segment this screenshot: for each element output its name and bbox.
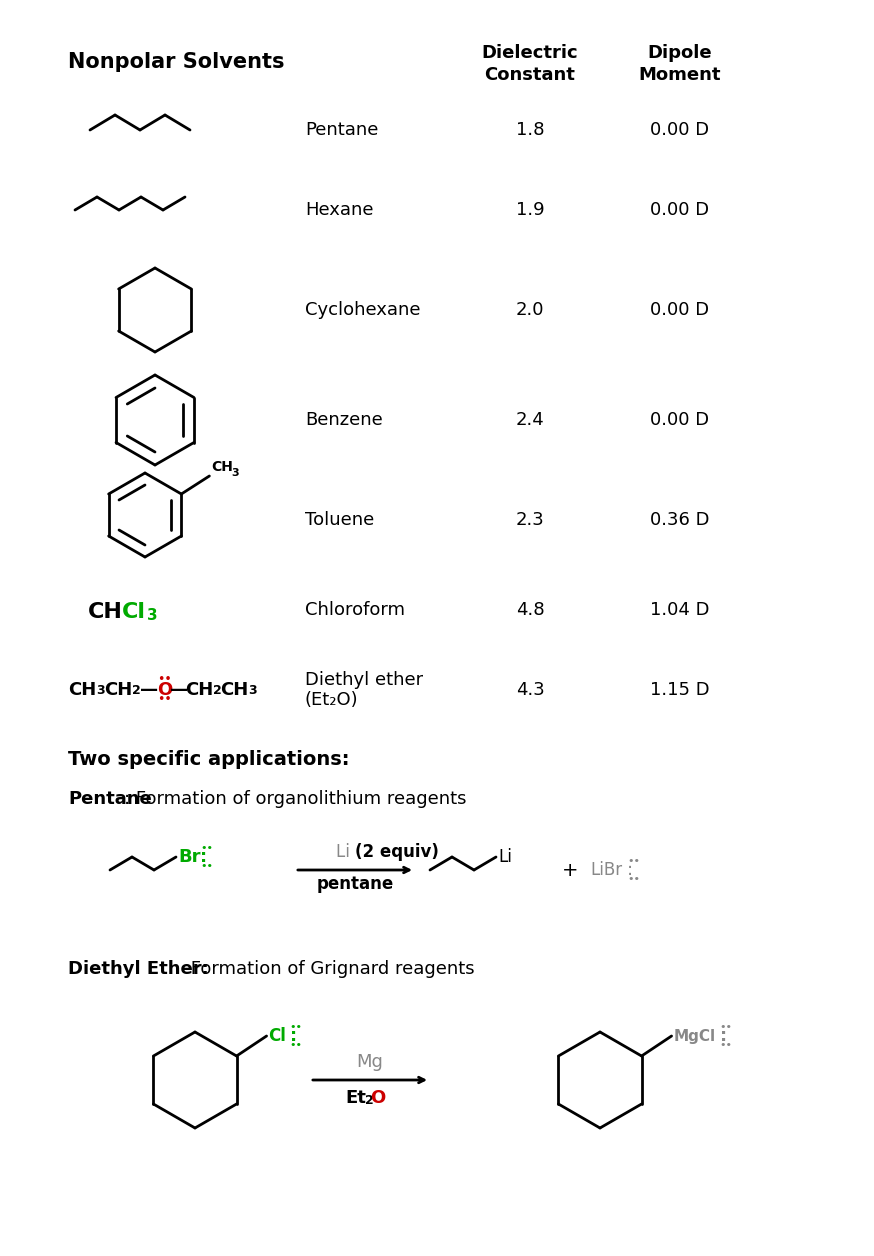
Text: Diethyl Ether:: Diethyl Ether: [68, 960, 209, 978]
Text: Diethyl ether
(Et₂O): Diethyl ether (Et₂O) [305, 671, 423, 710]
Text: LiBr: LiBr [590, 862, 622, 879]
Text: O: O [157, 681, 172, 700]
Text: 2: 2 [365, 1094, 374, 1107]
Text: CH: CH [185, 681, 213, 700]
Text: CH: CH [220, 681, 248, 700]
Text: Two specific applications:: Two specific applications: [68, 750, 350, 769]
Text: (2 equiv): (2 equiv) [355, 843, 439, 862]
Text: ••: •• [627, 874, 640, 884]
Text: ••: •• [719, 1040, 732, 1050]
Text: 0.00 D: 0.00 D [650, 121, 710, 139]
Text: CH: CH [68, 681, 96, 700]
Text: ••: •• [200, 862, 213, 870]
Text: Benzene: Benzene [305, 411, 383, 430]
Text: :: : [719, 1027, 726, 1045]
Text: Et: Et [345, 1089, 366, 1107]
Text: :: : [289, 1027, 296, 1045]
Text: Chloroform: Chloroform [305, 602, 405, 619]
Text: 2.3: 2.3 [516, 511, 545, 529]
Text: 3: 3 [232, 468, 239, 479]
Text: 2.0: 2.0 [516, 301, 545, 319]
Text: 0.36 D: 0.36 D [650, 511, 710, 529]
Text: 1.9: 1.9 [516, 201, 545, 219]
Text: Pentane: Pentane [68, 790, 152, 808]
Text: 0.00 D: 0.00 D [650, 301, 710, 319]
Text: 3: 3 [147, 608, 157, 623]
Text: 3: 3 [96, 683, 105, 697]
Text: —: — [140, 681, 158, 700]
Text: Mg: Mg [357, 1053, 384, 1071]
Text: ••: •• [200, 843, 213, 853]
Text: pentane: pentane [316, 875, 393, 893]
Text: +: + [562, 860, 579, 879]
Text: Dipole
Moment: Dipole Moment [639, 44, 721, 84]
Text: 3: 3 [248, 683, 257, 697]
Text: O: O [370, 1089, 385, 1107]
Text: ••: •• [157, 673, 172, 687]
Text: : Formation of organolithium reagents: : Formation of organolithium reagents [124, 790, 467, 808]
Text: ••: •• [289, 1022, 302, 1032]
Text: 2: 2 [213, 683, 222, 697]
Text: 0.00 D: 0.00 D [650, 201, 710, 219]
Text: ••: •• [289, 1040, 302, 1050]
Text: 4.3: 4.3 [516, 681, 545, 700]
Text: —: — [170, 681, 188, 700]
Text: Hexane: Hexane [305, 201, 373, 219]
Text: CH: CH [212, 460, 233, 474]
Text: Nonpolar Solvents: Nonpolar Solvents [68, 51, 285, 72]
Text: ••: •• [627, 857, 640, 865]
Text: Li: Li [498, 848, 512, 865]
Text: :: : [200, 848, 207, 865]
Text: Cl: Cl [268, 1027, 287, 1045]
Text: Formation of Grignard reagents: Formation of Grignard reagents [185, 960, 475, 978]
Text: Br: Br [178, 848, 200, 865]
Text: 4.8: 4.8 [516, 602, 545, 619]
Text: ••: •• [157, 693, 172, 706]
Text: 2.4: 2.4 [516, 411, 545, 430]
Text: :: : [627, 862, 633, 879]
Text: Pentane: Pentane [305, 121, 378, 139]
Text: Dielectric
Constant: Dielectric Constant [482, 44, 579, 84]
Text: CH: CH [104, 681, 132, 700]
Text: Cyclohexane: Cyclohexane [305, 301, 420, 319]
Text: Cl: Cl [122, 602, 146, 622]
Text: Toluene: Toluene [305, 511, 374, 529]
Text: CH: CH [88, 602, 123, 622]
Text: ••: •• [719, 1022, 732, 1032]
Text: 0.00 D: 0.00 D [650, 411, 710, 430]
Text: 1.15 D: 1.15 D [650, 681, 710, 700]
Text: 2: 2 [132, 683, 141, 697]
Text: 1.04 D: 1.04 D [650, 602, 710, 619]
Text: 1.8: 1.8 [516, 121, 545, 139]
Text: Li: Li [336, 843, 355, 862]
Text: MgCl: MgCl [674, 1029, 716, 1044]
